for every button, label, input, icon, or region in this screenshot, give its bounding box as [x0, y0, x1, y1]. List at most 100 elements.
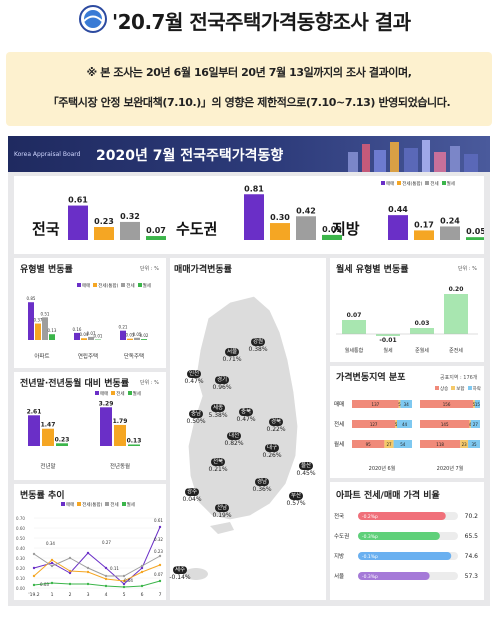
trend-label-3: 0.07 — [154, 572, 163, 577]
map-region-name: 경기 — [214, 376, 230, 384]
wolse-x-3: 준전세 — [449, 347, 463, 354]
trend-line-2 — [33, 553, 161, 577]
by-type-value-1-3: 0.01 — [94, 334, 103, 339]
map-region-value: 0.45% — [296, 470, 316, 477]
trend-title: 변동률 추이 — [20, 491, 65, 501]
trend-point-2-2 — [68, 556, 72, 560]
wolse-bar-3 — [444, 294, 468, 334]
ratio-chart: 전국 -0.2%p 70.2 수도권 -0.3%p 65.5 지방 -0.1%p 74.6 서울 -… — [334, 512, 479, 580]
by-type-bar-2-0 — [120, 330, 126, 340]
trend-point-1-5 — [122, 579, 126, 583]
dist-seg-0-july-1 — [473, 400, 475, 408]
dist-seg-2-july-0 — [420, 440, 461, 448]
yearend-x-1: 전년동월 — [110, 462, 130, 470]
trend-point-2-5 — [122, 574, 126, 578]
trend-point-2-7 — [158, 554, 162, 558]
trend-point-1-6 — [140, 570, 144, 574]
dist-seg-2-june-0 — [352, 440, 385, 448]
trend-point-1-1 — [50, 558, 54, 562]
by-type-title: 유형별 변동률 — [20, 265, 73, 275]
map-region-value: 0.26% — [262, 452, 282, 459]
ratio-title: 아파트 전세/매매 가격 비율 — [336, 491, 440, 501]
by-type-unit: 단위 : % — [140, 266, 159, 272]
dist-row-0: 매매 — [334, 400, 344, 408]
map-region-9: 대구 0.26% — [258, 444, 286, 460]
yearend-bar-1-1 — [114, 424, 126, 446]
trend-label-4: 0.27 — [102, 540, 111, 545]
trend-label-6: 0.04 — [124, 578, 133, 583]
dist-seg-1-june-1 — [395, 420, 397, 428]
map-region-14: 부산 0.57% — [282, 492, 310, 508]
notice-box: ※ 본 조사는 20년 6월 16일부터 20년 7월 13일까지의 조사 결과… — [6, 52, 492, 126]
map-region-value: 0.19% — [212, 512, 232, 519]
dist-seg-1-july-1 — [469, 420, 471, 428]
trend-point-2-0 — [32, 552, 36, 556]
by-type-bar-0-0 — [28, 302, 34, 340]
map-region-value: 0.82% — [224, 440, 244, 447]
trend-point-3-4 — [104, 584, 108, 588]
dist-seg-1-july-0 — [420, 420, 470, 428]
map-region-5: 충북 0.47% — [232, 408, 260, 424]
map-region-name: 전남 — [214, 504, 230, 512]
summary-bar-2-1 — [414, 230, 434, 240]
yearend-unit: 단위 : % — [140, 380, 159, 386]
summary-value-2-3: 0.05 — [466, 227, 484, 236]
map-region-value: 0.22% — [266, 426, 286, 433]
agency-logo-icon — [79, 5, 107, 33]
map-region-value: 0.47% — [236, 416, 256, 423]
summary-bar-1-0 — [244, 194, 264, 240]
by-type-value-2-3: 0.02 — [140, 333, 149, 338]
yearend-bar-0-2 — [56, 443, 68, 446]
wolse-title: 월세 유형별 변동률 — [336, 265, 409, 275]
yearend-bar-0-1 — [42, 428, 54, 446]
summary-value-0-2: 0.32 — [120, 212, 140, 221]
map-region-4: 세종 5.38% — [204, 404, 232, 420]
summary-value-2-0: 0.44 — [388, 205, 408, 214]
summary-value-1-0: 0.81 — [244, 184, 264, 193]
trend-xtick-5: 5 — [123, 592, 126, 598]
map-region-value: 0.47% — [184, 378, 204, 385]
trend-card — [14, 484, 166, 600]
by-type-value-0-3: 0.13 — [48, 328, 57, 333]
by-type-bar-2-2 — [134, 337, 140, 340]
trend-line-1 — [33, 559, 161, 582]
trend-point-3-2 — [68, 582, 72, 586]
dist-seg-1-june-0 — [352, 420, 396, 428]
dist-val-2-june-2: 54 — [400, 442, 406, 447]
yearend-legend: 매매 전세 월세 — [92, 391, 141, 397]
dist-val-0-july-0: 156 — [443, 402, 451, 407]
trend-label-7: 0.03 — [40, 582, 49, 587]
trend-xtick-2: 2 — [69, 592, 72, 598]
map-title: 매매가격변동률 — [174, 265, 232, 275]
trend-point-1-7 — [158, 563, 162, 567]
trend-ytick-4: 0.30 — [16, 556, 25, 561]
map-region-name: 강원 — [250, 338, 266, 346]
summary-bar-1-1 — [270, 223, 290, 240]
trend-point-3-0 — [32, 583, 36, 587]
ratio-name-3: 서울 — [334, 572, 344, 580]
summary-bar-2-2 — [440, 226, 460, 240]
summary-legend: 매매 전세(통합) 전세 월세 — [378, 181, 455, 187]
dist-val-0-june-2: 34 — [404, 402, 410, 407]
trend-point-2-6 — [140, 564, 144, 568]
summary-value-2-1: 0.17 — [414, 220, 434, 229]
notice-line-1: ※ 본 조사는 20년 6월 16일부터 20년 7월 13일까지의 조사 결과… — [86, 66, 412, 79]
wolse-x-2: 준월세 — [415, 347, 429, 354]
wolse-value-3: 0.20 — [449, 286, 464, 293]
dist-val-0-june-0: 137 — [372, 402, 380, 407]
yearend-value-0-2: 0.23 — [55, 436, 70, 443]
trend-legend: 매매 전세(통합) 전세 월세 — [58, 502, 135, 508]
trend-point-0-3 — [86, 551, 90, 555]
ratio-value-3: 57.3 — [465, 573, 479, 580]
trend-ytick-2: 0.50 — [16, 536, 25, 541]
map-region-11: 울산 0.45% — [292, 462, 320, 478]
by-type-value-0-0: 0.85 — [27, 296, 36, 301]
trend-label-1: 0.32 — [154, 537, 163, 542]
by-type-value-2-1: 0.03 — [126, 333, 135, 338]
trend-label-2: 0.23 — [154, 549, 163, 554]
ratio-value-2: 74.6 — [465, 553, 479, 560]
yearend-bar-0-0 — [28, 415, 40, 446]
yearend-bar-1-0 — [100, 407, 112, 446]
map-region-2: 인천 0.47% — [180, 370, 208, 386]
